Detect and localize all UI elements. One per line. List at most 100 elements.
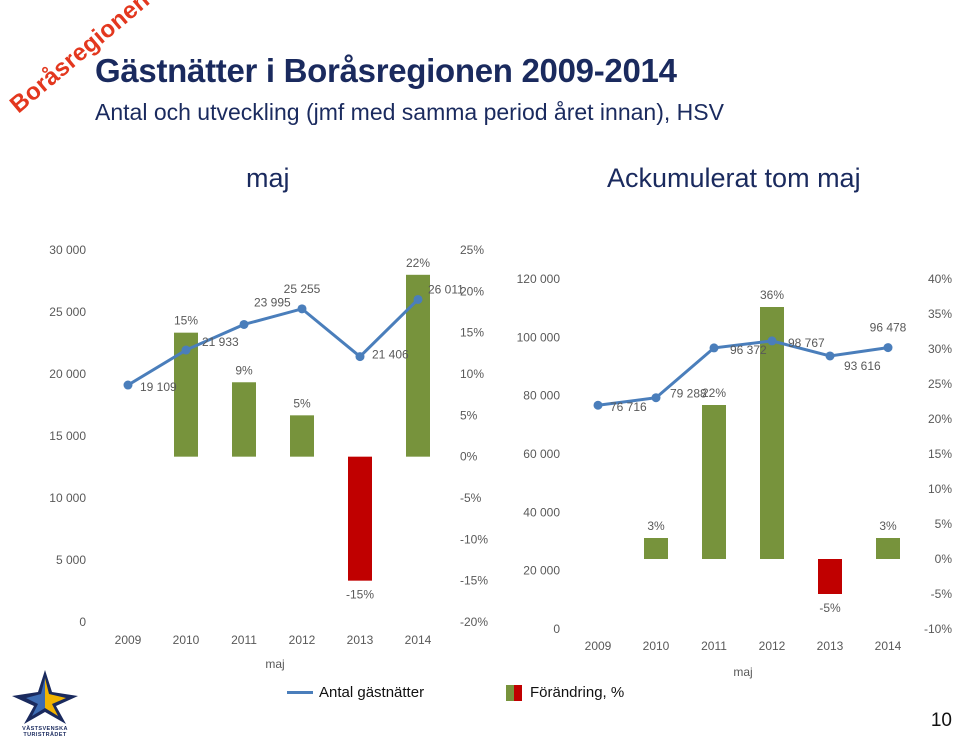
- line-data-label: 98 767: [788, 336, 825, 350]
- left-axis-tick-label: 10 000: [49, 491, 86, 505]
- legend-bar-entry: Förändring, %: [506, 684, 624, 701]
- x-axis-tick-label: 2013: [817, 639, 844, 653]
- legend-bar-label: Förändring, %: [530, 684, 625, 701]
- guest-nights-point: [883, 343, 893, 353]
- left-axis-tick-label: 80 000: [523, 389, 560, 403]
- x-axis-tick-label: 2012: [759, 639, 786, 653]
- change-bar: [760, 307, 784, 559]
- right-axis-tick-label: 5%: [935, 517, 953, 531]
- right-axis-tick-label: 10%: [460, 367, 484, 381]
- x-axis-tick-label: 2009: [585, 639, 612, 653]
- guest-nights-point: [651, 393, 661, 403]
- line-data-label: 19 109: [140, 380, 177, 394]
- star-logo-icon: [12, 670, 78, 724]
- bar-data-label: 5%: [293, 396, 311, 410]
- change-bar: [702, 405, 726, 559]
- change-bar: [818, 559, 842, 594]
- change-bar: [348, 456, 372, 581]
- page-title: Gästnätter i Boråsregionen 2009-2014: [95, 52, 677, 89]
- right-axis-tick-label: 0%: [935, 552, 953, 566]
- logo-text-line1: VÄSTSVENSKA: [22, 726, 68, 732]
- change-bar: [876, 538, 900, 559]
- change-bar: [644, 538, 668, 559]
- right-axis-tick-label: 20%: [928, 412, 952, 426]
- bar-data-label: 22%: [406, 256, 430, 270]
- line-data-label: 93 616: [844, 359, 881, 373]
- section-title-maj: maj: [246, 163, 290, 193]
- x-axis-tick-label: 2013: [347, 633, 374, 647]
- line-data-label: 96 372: [730, 343, 767, 357]
- bar-data-label: 3%: [879, 519, 897, 533]
- right-axis-tick-label: -15%: [460, 574, 488, 588]
- right-axis-tick-label: 35%: [928, 307, 952, 321]
- right-axis-tick-label: -10%: [460, 532, 488, 546]
- left-axis-tick-label: 0: [79, 615, 86, 629]
- left-axis-tick-label: 30 000: [49, 243, 86, 257]
- guest-nights-line: [127, 298, 420, 387]
- left-axis-tick-label: 120 000: [517, 272, 561, 286]
- change-bar: [232, 382, 256, 457]
- right-axis-tick-label: 25%: [460, 243, 484, 257]
- x-axis-tick-label: 2011: [701, 639, 727, 653]
- guest-nights-point: [239, 319, 249, 329]
- left-axis-tick-label: 60 000: [523, 447, 560, 461]
- bar-data-label: 15%: [174, 314, 198, 328]
- left-axis-tick-label: 25 000: [49, 305, 86, 319]
- line-data-label: 79 288: [670, 387, 707, 401]
- line-data-label: 23 995: [254, 295, 291, 309]
- bar-data-label: 22%: [702, 386, 726, 400]
- x-axis-tick-label: 2012: [289, 633, 316, 647]
- change-bar: [290, 415, 314, 457]
- section-title-ackumulerat: Ackumulerat tom maj: [607, 163, 861, 193]
- logo-text-line2: TURISTRÅDET: [23, 732, 67, 738]
- guest-nights-point: [181, 345, 191, 355]
- left-axis-tick-label: 40 000: [523, 505, 560, 519]
- guest-nights-point: [767, 336, 777, 346]
- right-axis-tick-label: -5%: [931, 587, 953, 601]
- left-axis-tick-label: 15 000: [49, 429, 86, 443]
- guest-nights-point: [297, 304, 307, 314]
- bar-data-label: -15%: [346, 588, 374, 602]
- change-bar: [406, 274, 430, 457]
- left-axis-tick-label: 0: [553, 622, 560, 636]
- bar-data-label: 36%: [760, 288, 784, 302]
- x-axis-tick-label: 2014: [405, 633, 432, 647]
- guest-nights-point: [593, 400, 603, 410]
- line-data-label: 76 716: [610, 400, 647, 414]
- right-axis-tick-label: 30%: [928, 342, 952, 356]
- right-axis-tick-label: -10%: [924, 622, 952, 636]
- guest-nights-point: [825, 351, 835, 361]
- vastsvenska-turistradet-logo: VÄSTSVENSKA TURISTRÅDET: [8, 668, 82, 738]
- legend-line-label: Antal gästnätter: [319, 684, 425, 701]
- left-axis-tick-label: 100 000: [517, 330, 561, 344]
- line-data-label: 25 255: [284, 282, 321, 296]
- guest-nights-point: [123, 380, 133, 390]
- legend-line-swatch: [287, 691, 313, 694]
- x-axis-tick-label: 2009: [115, 633, 142, 647]
- right-axis-tick-label: -20%: [460, 615, 488, 629]
- line-data-label: 96 478: [870, 321, 907, 335]
- left-axis-tick-label: 20 000: [49, 367, 86, 381]
- legend-line-entry: Antal gästnätter: [287, 684, 424, 701]
- x-axis-title: maj: [265, 657, 284, 671]
- right-axis-tick-label: 15%: [460, 326, 484, 340]
- right-axis-tick-label: -5%: [460, 491, 482, 505]
- line-data-label: 21 406: [372, 348, 409, 362]
- line-data-label: 21 933: [202, 335, 239, 349]
- x-axis-tick-label: 2014: [875, 639, 902, 653]
- x-axis-title: maj: [733, 665, 752, 679]
- left-axis-tick-label: 5 000: [56, 553, 86, 567]
- bar-data-label: -5%: [819, 601, 841, 615]
- right-axis-tick-label: 20%: [460, 284, 484, 298]
- legend-bar-swatch: [506, 684, 522, 701]
- left-axis-tick-label: 20 000: [523, 564, 560, 578]
- x-axis-tick-label: 2010: [643, 639, 670, 653]
- page-subtitle: Antal och utveckling (jmf med samma peri…: [95, 99, 724, 125]
- x-axis-tick-label: 2010: [173, 633, 200, 647]
- right-axis-tick-label: 0%: [460, 450, 478, 464]
- page-number: 10: [930, 710, 952, 731]
- line-data-label: 26 011: [428, 282, 464, 296]
- guest-nights-point: [355, 352, 365, 362]
